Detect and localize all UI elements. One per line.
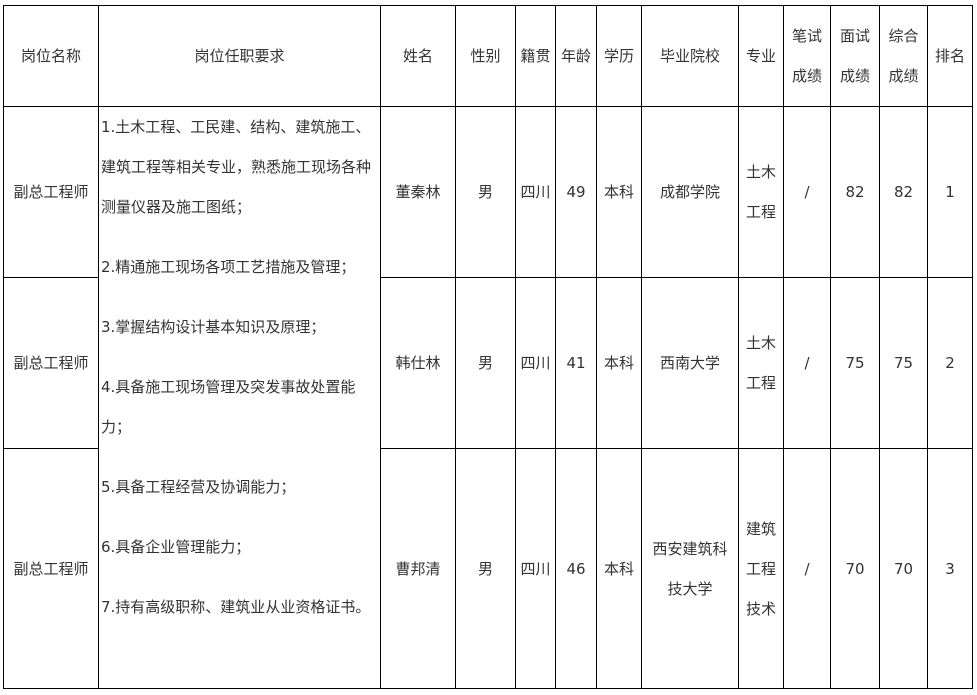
cell-gender: 男 [455, 106, 516, 278]
cell-position: 副总工程师 [3, 448, 99, 689]
cell-major: 土木 工程 [738, 106, 784, 278]
major-text: 工程 [745, 203, 776, 221]
header-position: 岗位名称 [3, 5, 99, 107]
cell-school: 西南大学 [641, 277, 739, 449]
requirement-item: 5.具备工程经营及协调能力； [101, 478, 296, 496]
requirement-item: 6.具备企业管理能力； [101, 538, 251, 556]
header-school: 毕业院校 [641, 5, 739, 107]
cell-origin: 四川 [515, 448, 556, 689]
cell-name: 曹邦清 [380, 448, 456, 689]
cell-age: 41 [555, 277, 597, 449]
cell-education: 本科 [596, 106, 642, 278]
header-text: 成绩 [839, 67, 870, 85]
school-text: 西安建筑科 [652, 539, 728, 558]
major-text: 土木 [745, 334, 776, 352]
cell-name: 董秦林 [380, 106, 456, 278]
cell-total-score: 82 [879, 106, 928, 278]
cell-written-score: / [783, 277, 831, 449]
header-text: 成绩 [888, 67, 919, 85]
cell-rank: 3 [927, 448, 973, 689]
cell-major: 建筑 工程 技术 [738, 448, 784, 689]
requirement-item: 4.具备施工现场管理及突发事故处置能力； [101, 378, 356, 436]
cell-education: 本科 [596, 448, 642, 689]
cell-written-score: / [783, 106, 831, 278]
cell-gender: 男 [455, 277, 516, 449]
cell-position: 副总工程师 [3, 106, 99, 278]
cell-requirements: 1.土木工程、工民建、结构、建筑施工、建筑工程等相关专业，熟悉施工现场各种测量仪… [98, 106, 381, 689]
school-text: 成都学院 [659, 183, 720, 201]
school-text: 技大学 [667, 579, 713, 598]
table-row: 副总工程师 曹邦清 男 四川 46 本科 西安建筑科技大学 建筑工程技术 / 7… [3, 448, 973, 689]
cell-origin: 四川 [515, 106, 556, 278]
cell-origin: 四川 [515, 277, 556, 449]
requirement-item: 3.掌握结构设计基本知识及原理； [101, 318, 326, 336]
header-text: 面试 [839, 27, 870, 45]
major-text: 工程 [745, 559, 776, 578]
header-education: 学历 [596, 5, 642, 107]
major-text: 土木 [745, 163, 776, 181]
header-total-score: 综合 成绩 [879, 5, 928, 107]
school-text: 西南大学 [659, 354, 720, 372]
results-table: 岗位名称 岗位任职要求 姓名 性别 籍贯 年龄 学历 毕业院校 专业 笔试 成绩 … [3, 5, 973, 689]
cell-interview-score: 75 [830, 277, 880, 449]
major-text: 工程 [745, 374, 776, 392]
cell-age: 49 [555, 106, 597, 278]
major-text: 技术 [745, 599, 776, 618]
header-text: 综合 [888, 27, 919, 45]
header-origin: 籍贯 [515, 5, 556, 107]
cell-school: 成都学院 [641, 106, 739, 278]
header-rank: 排名 [927, 5, 973, 107]
cell-rank: 2 [927, 277, 973, 449]
cell-school: 西安建筑科 技大学 [641, 448, 739, 689]
cell-age: 46 [555, 448, 597, 689]
cell-written-score: / [783, 448, 831, 689]
major-text: 建筑 [745, 519, 776, 538]
header-gender: 性别 [455, 5, 516, 107]
header-major: 专业 [738, 5, 784, 107]
table-row: 副总工程师 韩仕林 男 四川 41 本科 西南大学 土木工程 / 75 75 2 [3, 277, 973, 449]
requirement-item: 7.持有高级职称、建筑业从业资格证书。 [101, 598, 371, 616]
header-text: 成绩 [791, 67, 822, 85]
table-row: 副总工程师 1.土木工程、工民建、结构、建筑施工、建筑工程等相关专业，熟悉施工现… [3, 106, 973, 689]
header-requirements: 岗位任职要求 [98, 5, 381, 107]
cell-name: 韩仕林 [380, 277, 456, 449]
header-text: 笔试 [791, 27, 822, 45]
header-interview-score: 面试 成绩 [830, 5, 880, 107]
header-written-score: 笔试 成绩 [783, 5, 831, 107]
cell-total-score: 75 [879, 277, 928, 449]
cell-gender: 男 [455, 448, 516, 689]
header-age: 年龄 [555, 5, 597, 107]
cell-education: 本科 [596, 277, 642, 449]
cell-interview-score: 82 [830, 106, 880, 278]
cell-rank: 1 [927, 106, 973, 278]
requirement-item: 2.精通施工现场各项工艺措施及管理； [101, 258, 356, 276]
header-row: 岗位名称 岗位任职要求 姓名 性别 籍贯 年龄 学历 毕业院校 专业 笔试 成绩 … [3, 5, 973, 107]
header-name: 姓名 [380, 5, 456, 107]
cell-interview-score: 70 [830, 448, 880, 689]
cell-position: 副总工程师 [3, 277, 99, 449]
cell-total-score: 70 [879, 448, 928, 689]
cell-major: 土木 工程 [738, 277, 784, 449]
requirement-item: 1.土木工程、工民建、结构、建筑施工、建筑工程等相关专业，熟悉施工现场各种测量仪… [101, 118, 372, 216]
